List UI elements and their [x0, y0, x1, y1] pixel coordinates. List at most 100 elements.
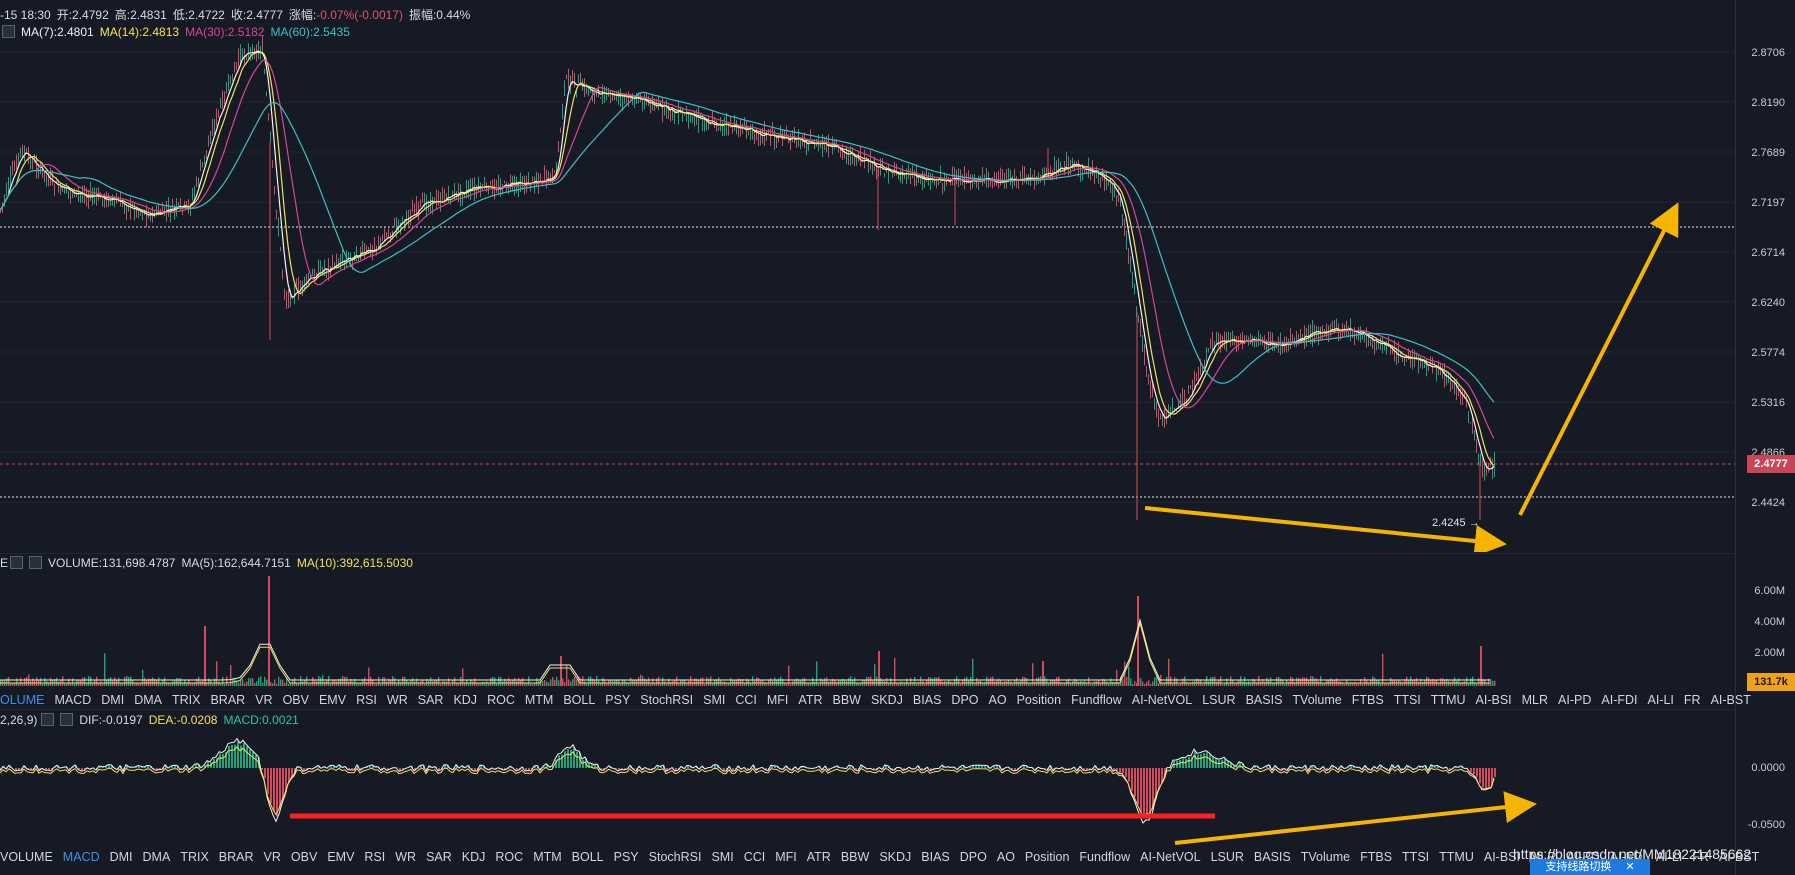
indicator-tab-atr[interactable]: ATR [806, 850, 831, 864]
switch-line-button[interactable]: 支持线路切换 ✕ [1530, 859, 1650, 875]
indicator-tab-dma[interactable]: DMA [134, 693, 162, 707]
indicator-tab-lsur[interactable]: LSUR [1202, 693, 1236, 707]
indicator-tab-mtm[interactable]: MTM [524, 693, 554, 707]
indicator-tab-mtm[interactable]: MTM [533, 850, 562, 864]
axis-separator [1735, 0, 1736, 875]
indicator-tab-obv[interactable]: OBV [290, 850, 318, 864]
indicator-tab-sar[interactable]: SAR [417, 693, 444, 707]
close-icon[interactable] [2, 25, 15, 38]
indicator-tab-ao[interactable]: AO [988, 693, 1007, 707]
indicator-tab-basis[interactable]: BASIS [1253, 850, 1291, 864]
indicator-tab-smi[interactable]: SMI [703, 693, 726, 707]
price-tick: 2.7197 [1751, 197, 1785, 209]
indicator-tab-ao[interactable]: AO [996, 850, 1015, 864]
indicator-tab-ai-bsi[interactable]: AI-BSI [1475, 693, 1512, 707]
indicator-tab-kdj[interactable]: KDJ [461, 850, 486, 864]
indicator-tab-brar[interactable]: BRAR [210, 693, 246, 707]
indicator-tab-ttmu[interactable]: TTMU [1430, 693, 1466, 707]
indicator-tab-ai-netvol[interactable]: AI-NetVOL [1131, 693, 1193, 707]
indicator-tab-psy[interactable]: PSY [605, 693, 631, 707]
indicator-tab-boll[interactable]: BOLL [571, 850, 604, 864]
indicator-tab-lsur[interactable]: LSUR [1210, 850, 1244, 864]
indicator-tab-tvolume[interactable]: TVolume [1300, 850, 1351, 864]
indicator-tab-cci[interactable]: CCI [743, 850, 766, 864]
indicator-tab-olume[interactable]: OLUME [0, 693, 45, 707]
indicator-tab-cci[interactable]: CCI [735, 693, 757, 707]
indicator-tab-rsi[interactable]: RSI [364, 850, 386, 864]
indicator-tab-bias[interactable]: BIAS [912, 693, 942, 707]
indicator-tab-ttsi[interactable]: TTSI [1402, 850, 1430, 864]
indicator-tab-obv[interactable]: OBV [282, 693, 309, 707]
indicator-tab-bbw[interactable]: BBW [832, 693, 861, 707]
indicator-tab-mfi[interactable]: MFI [775, 850, 797, 864]
indicator-tab-fundflow[interactable]: Fundflow [1079, 850, 1131, 864]
indicator-tab-ai-li[interactable]: AI-LI [1655, 850, 1683, 864]
indicator-tab-volume[interactable]: VOLUME [0, 850, 53, 864]
indicator-tab-wr[interactable]: WR [386, 693, 408, 707]
price-chart-pane[interactable] [0, 0, 1735, 552]
indicator-tab-mlr[interactable]: MLR [1521, 693, 1549, 707]
indicator-tab-emv[interactable]: EMV [327, 850, 355, 864]
macd-params: 2,26,9) [0, 713, 38, 727]
close-icon[interactable] [60, 713, 74, 726]
indicator-tab-vr[interactable]: VR [255, 693, 273, 707]
indicator-tab-ai-bst[interactable]: AI-BST [1718, 850, 1760, 864]
close-icon[interactable] [29, 556, 43, 569]
settings-icon[interactable] [41, 713, 55, 726]
macd-chart-canvas[interactable] [0, 708, 1735, 848]
volume-chart-pane[interactable] [0, 552, 1735, 690]
indicator-tab-brar[interactable]: BRAR [218, 850, 254, 864]
indicator-tab-ai-li[interactable]: AI-LI [1647, 693, 1674, 707]
indicator-tab-vr[interactable]: VR [263, 850, 281, 864]
indicator-tab-ai-fdi[interactable]: AI-FDI [1601, 693, 1638, 707]
indicator-tab-roc[interactable]: ROC [495, 850, 524, 864]
uptrend-arrow [1518, 202, 1679, 516]
indicator-tab-ai-pd[interactable]: AI-PD [1558, 693, 1592, 707]
price-chart-canvas[interactable] [0, 0, 1735, 552]
indicator-tab-dpo[interactable]: DPO [951, 693, 979, 707]
macd-chart-pane[interactable] [0, 708, 1735, 848]
indicator-tab-ai-bst[interactable]: AI-BST [1710, 693, 1751, 707]
indicator-tab-rsi[interactable]: RSI [356, 693, 377, 707]
indicator-tab-bias[interactable]: BIAS [921, 850, 950, 864]
indicator-tab-fr[interactable]: FR [1692, 850, 1709, 864]
indicator-tab-position[interactable]: Position [1016, 693, 1062, 707]
indicator-tab-ttsi[interactable]: TTSI [1393, 693, 1421, 707]
indicator-tab-ai-netvol[interactable]: AI-NetVOL [1140, 850, 1201, 864]
indicator-tab-sar[interactable]: SAR [426, 850, 452, 864]
settings-icon[interactable] [10, 556, 24, 569]
indicator-tab-skdj[interactable]: SKDJ [870, 693, 903, 707]
indicator-tab-emv[interactable]: EMV [318, 693, 347, 707]
indicator-tab-stochrsi[interactable]: StochRSI [648, 850, 702, 864]
indicator-tab-ftbs[interactable]: FTBS [1351, 693, 1384, 707]
indicator-tab-trix[interactable]: TRIX [180, 850, 209, 864]
indicator-tab-dmi[interactable]: DMI [109, 850, 133, 864]
indicator-tab-dpo[interactable]: DPO [959, 850, 987, 864]
indicator-tab-psy[interactable]: PSY [613, 850, 639, 864]
indicator-tab-stochrsi[interactable]: StochRSI [640, 693, 694, 707]
volume-chart-canvas[interactable] [0, 552, 1735, 690]
indicator-tab-wr[interactable]: WR [395, 850, 417, 864]
indicator-tab-dmi[interactable]: DMI [101, 693, 125, 707]
indicator-tab-macd[interactable]: MACD [54, 693, 92, 707]
indicator-tab-skdj[interactable]: SKDJ [879, 850, 912, 864]
indicator-tab-tvolume[interactable]: TVolume [1292, 693, 1342, 707]
indicator-tab-ttmu[interactable]: TTMU [1439, 850, 1474, 864]
indicator-tab-roc[interactable]: ROC [487, 693, 515, 707]
indicator-tab-fundflow[interactable]: Fundflow [1071, 693, 1122, 707]
close-icon[interactable]: ✕ [1625, 861, 1635, 873]
indicator-tab-mfi[interactable]: MFI [766, 693, 789, 707]
indicator-tab-fr[interactable]: FR [1683, 693, 1701, 707]
indicator-tab-trix[interactable]: TRIX [171, 693, 201, 707]
indicator-tab-ftbs[interactable]: FTBS [1360, 850, 1393, 864]
indicator-tab-smi[interactable]: SMI [711, 850, 734, 864]
indicator-tab-ai-bsi[interactable]: AI-BSI [1483, 850, 1520, 864]
indicator-tab-dma[interactable]: DMA [142, 850, 171, 864]
indicator-tab-basis[interactable]: BASIS [1245, 693, 1283, 707]
indicator-tab-atr[interactable]: ATR [798, 693, 823, 707]
indicator-tab-boll[interactable]: BOLL [563, 693, 596, 707]
indicator-tab-position[interactable]: Position [1024, 850, 1070, 864]
indicator-tab-kdj[interactable]: KDJ [453, 693, 478, 707]
indicator-tab-bbw[interactable]: BBW [840, 850, 870, 864]
indicator-tab-macd[interactable]: MACD [62, 850, 100, 864]
